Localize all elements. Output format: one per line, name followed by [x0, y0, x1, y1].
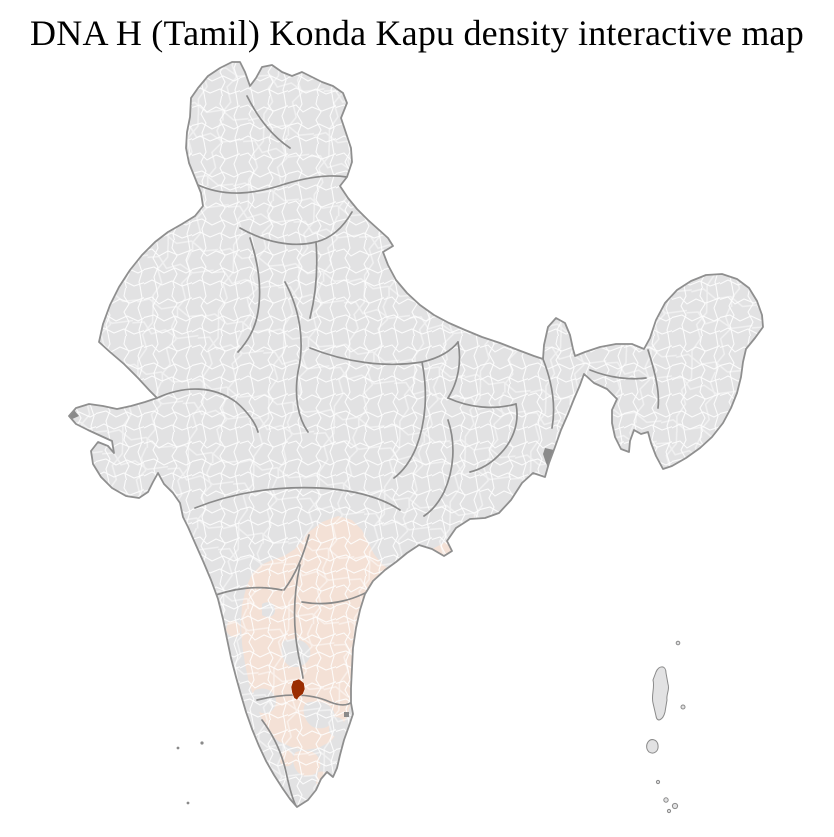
- andaman-nicobar-islands[interactable]: [646, 640, 686, 814]
- lakshadweep-islands[interactable]: [176, 741, 204, 805]
- coastal-mark: [344, 712, 349, 717]
- sundarbans-delta: [543, 448, 568, 481]
- coastal-mark-2: [346, 736, 351, 741]
- page-title: DNA H (Tamil) Konda Kapu density interac…: [30, 13, 804, 53]
- peak-district[interactable]: [290, 678, 306, 701]
